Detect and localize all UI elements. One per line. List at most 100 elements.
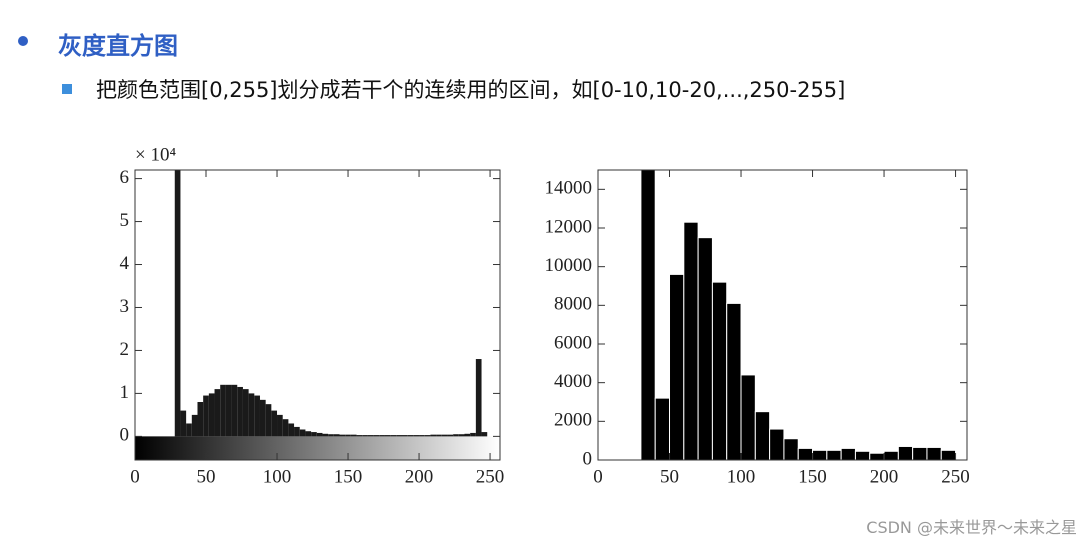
bar (464, 433, 471, 437)
bar (339, 434, 346, 437)
bar (316, 432, 323, 437)
y-tick-label: 8000 (554, 294, 592, 315)
bar (356, 435, 363, 437)
bar (384, 435, 391, 437)
bar (277, 414, 283, 437)
bar (322, 433, 329, 437)
bar (333, 434, 340, 437)
bar (470, 432, 476, 437)
bar (783, 438, 799, 461)
intensity-gradient (135, 436, 500, 460)
bar (379, 435, 385, 437)
bar (208, 393, 215, 437)
bar (826, 449, 842, 461)
axis-multiplier: × 10⁴ (135, 144, 176, 165)
bar (373, 435, 380, 437)
bar (740, 374, 756, 461)
bar (174, 170, 181, 437)
x-tick-label: 50 (197, 466, 216, 487)
bar (812, 449, 828, 461)
bar (430, 434, 437, 437)
bar (203, 395, 209, 437)
bar (453, 434, 459, 437)
bar (854, 450, 871, 461)
bar (350, 434, 357, 437)
slide-title: 灰度直方图 (58, 32, 178, 60)
bar (282, 419, 289, 437)
bar (640, 169, 656, 461)
bar (362, 435, 368, 437)
bullet (18, 36, 28, 46)
y-tick-label: 12000 (545, 216, 593, 237)
bar (407, 435, 414, 437)
bar (840, 447, 856, 461)
bar (447, 434, 454, 437)
bar (458, 434, 465, 437)
bar (654, 397, 671, 461)
y-tick-label: 5 (120, 210, 130, 231)
bar (288, 423, 295, 437)
bar (294, 426, 300, 437)
y-tick-label: 2000 (554, 410, 592, 431)
y-tick-label: 0 (120, 425, 130, 446)
bar (186, 423, 192, 437)
bar (413, 435, 420, 437)
bar (711, 281, 728, 461)
bar (367, 435, 374, 437)
y-tick-label: 1 (120, 382, 130, 403)
slide-subtitle: 把颜色范围[0,255]划分成若干个的连续用的区间，如[0-10,10-20,.… (96, 78, 846, 102)
bar (797, 447, 814, 461)
bar (912, 446, 928, 461)
bar (697, 237, 713, 461)
bar (402, 435, 408, 437)
bar (220, 384, 226, 437)
bar (441, 434, 448, 437)
bar (869, 452, 885, 461)
bar (225, 384, 232, 437)
bullet (62, 84, 72, 94)
x-tick-label: 100 (263, 466, 292, 487)
x-tick-label: 200 (405, 466, 434, 487)
bar (754, 411, 771, 461)
x-tick-label: 50 (660, 466, 679, 487)
bar (669, 273, 685, 461)
bar (231, 384, 238, 437)
bar (271, 410, 278, 437)
bar (237, 386, 243, 437)
x-tick-label: 0 (593, 466, 603, 487)
bar (197, 402, 204, 437)
x-tick-label: 150 (798, 466, 827, 487)
bar (214, 389, 221, 437)
bar (248, 393, 255, 437)
bar (396, 435, 403, 437)
bar (345, 434, 351, 437)
bar (475, 359, 482, 437)
bar (883, 450, 899, 461)
x-tick-label: 150 (334, 466, 363, 487)
y-tick-label: 0 (583, 448, 593, 469)
bar (481, 432, 488, 437)
x-tick-label: 0 (130, 466, 140, 487)
y-tick-label: 3 (120, 296, 130, 317)
bar (305, 431, 312, 437)
bar (390, 435, 397, 437)
y-tick-label: 6000 (554, 332, 592, 353)
x-tick-label: 250 (941, 466, 970, 487)
bar (726, 302, 742, 461)
bar (242, 389, 249, 437)
bar (265, 404, 272, 437)
y-tick-label: 10000 (545, 255, 593, 276)
plot-frame (597, 169, 968, 461)
bar (897, 445, 914, 461)
bar (683, 221, 699, 461)
x-tick-label: 200 (870, 466, 899, 487)
bar (419, 435, 425, 437)
bar (424, 435, 431, 437)
bar (254, 395, 260, 437)
y-tick-label: 4 (120, 253, 130, 274)
x-tick-label: 100 (727, 466, 756, 487)
plot-frame (134, 169, 501, 461)
x-tick-label: 250 (476, 466, 505, 487)
